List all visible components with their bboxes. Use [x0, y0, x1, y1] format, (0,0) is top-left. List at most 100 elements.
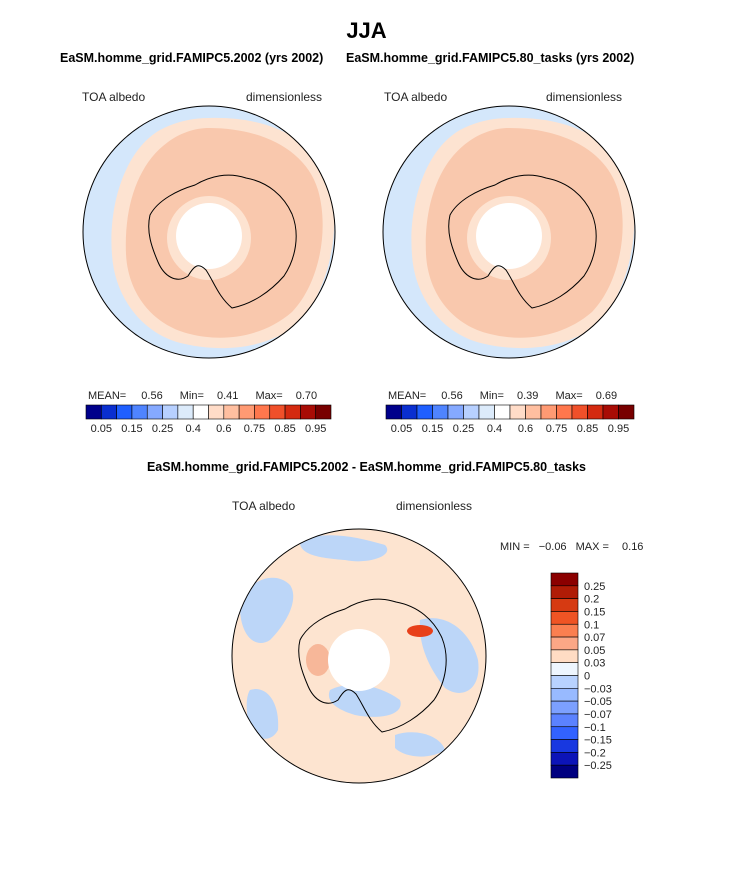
- panel-2-units: dimensionless: [546, 90, 623, 104]
- colorbar-diff-swatch: [550, 611, 579, 625]
- diff-min-label: MIN =: [500, 541, 530, 553]
- colorbar-diff-swatch: [550, 700, 579, 715]
- colorbar-diff-swatch: [550, 662, 579, 676]
- colorbar-2-swatch: [478, 404, 495, 420]
- panel-2-variable: TOA albedo: [384, 90, 448, 104]
- colorbar-2-tick-label: 0.05: [391, 423, 412, 435]
- colorbar-1-swatch: [131, 404, 148, 420]
- map-1-polar-hole: [176, 203, 242, 269]
- map-diff-peak: [407, 625, 433, 637]
- panel-1-units: dimensionless: [246, 90, 323, 104]
- panel-2-min-label: Min=: [479, 390, 504, 402]
- map-1: [82, 105, 336, 359]
- colorbar-diff-tick-label: 0.2: [584, 594, 599, 606]
- panel-1-mean-value: 0.56: [141, 390, 163, 402]
- colorbar-diff-tick-label: 0.15: [584, 606, 605, 618]
- colorbar-2-swatch: [463, 404, 480, 420]
- colorbar-2-swatch: [432, 404, 449, 420]
- diff-min-value: −0.06: [538, 541, 567, 553]
- colorbar-2-tick-label: 0.95: [608, 423, 629, 435]
- panel-1-min-value: 0.41: [216, 390, 239, 402]
- colorbar-diff-swatch: [550, 739, 579, 753]
- diff-max-value: 0.16: [622, 541, 644, 553]
- map-diff-neg-region-2: [299, 535, 388, 562]
- panel-2-max-label: Max=: [555, 390, 583, 402]
- panel-1-stats: MEAN= 0.56 Min= 0.41 Max= 0.70: [88, 390, 317, 402]
- colorbar-diff-swatch: [550, 675, 579, 689]
- map-diff: [231, 528, 487, 784]
- colorbar-diff-swatch: [550, 688, 579, 702]
- colorbar-2-swatch: [571, 404, 588, 420]
- map-2-frame: [382, 105, 636, 359]
- panel-2-max-value: 0.69: [595, 390, 618, 402]
- panel-2-stats: MEAN= 0.56 Min= 0.39 Max= 0.69: [388, 390, 617, 402]
- colorbar-2-tick-label: 0.25: [453, 423, 474, 435]
- colorbar-2-swatch: [385, 404, 402, 420]
- colorbar-diff-swatch: [550, 713, 579, 728]
- panel-1-min-label: Min=: [179, 390, 204, 402]
- map-diff-neg-region-5: [246, 689, 279, 739]
- map-1-antarctica-coast: [148, 174, 297, 309]
- colorbar-1-swatch: [101, 404, 117, 420]
- panel-1-title: EaSM.homme_grid.FAMIPC5.2002 (yrs 2002): [60, 51, 324, 65]
- diff-title: EaSM.homme_grid.FAMIPC5.2002 - EaSM.homm…: [146, 460, 587, 474]
- page-title: JJA: [346, 18, 387, 43]
- colorbar-2: 0.05 0.15 0.25 0.4 0.6 0.75 0.85 0.95: [385, 404, 635, 435]
- colorbar-2-swatch: [587, 404, 604, 420]
- colorbar-1-swatch: [208, 404, 225, 420]
- colorbar-diff-tick-label: −0.1: [584, 722, 606, 734]
- colorbar-1-tick-label: 0.25: [152, 423, 173, 435]
- colorbar-diff-swatch: [550, 598, 579, 612]
- colorbar-diff-tick-label: 0.03: [584, 658, 605, 670]
- panel-2-mean-label: MEAN=: [388, 390, 427, 402]
- colorbar-1-swatch: [254, 404, 271, 420]
- colorbar-diff-tick-label: 0.1: [584, 619, 599, 631]
- colorbar-2-tick-label: 0.15: [422, 423, 443, 435]
- map-2-polar-hole: [476, 203, 542, 269]
- map-diff-neg-region-3: [419, 618, 479, 693]
- colorbar-1-tick-label: 0.15: [121, 423, 142, 435]
- diff-max-label: MAX =: [575, 541, 609, 553]
- map-diff-pos-patch: [306, 644, 330, 676]
- colorbar-diff-tick-label: −0.07: [584, 709, 612, 721]
- colorbar-diff: 0.250.20.150.10.070.050.030−0.03−0.05−0.…: [550, 572, 612, 779]
- colorbar-1-swatch: [223, 404, 240, 420]
- panel-2-mean-value: 0.56: [441, 390, 463, 402]
- colorbar-1-tick-label: 0.6: [216, 423, 231, 435]
- colorbar-1-swatch: [116, 404, 133, 420]
- colorbar-diff-tick-label: 0.05: [584, 645, 605, 657]
- colorbar-2-tick-label: 0.75: [546, 423, 567, 435]
- colorbar-diff-tick-label: 0: [584, 671, 590, 683]
- colorbar-1-tick-label: 0.85: [274, 423, 295, 435]
- map-diff-antarctica-coast: [298, 598, 447, 733]
- diff-units: dimensionless: [396, 499, 473, 513]
- colorbar-2-swatch: [447, 404, 464, 420]
- colorbar-2-swatch: [540, 404, 557, 420]
- colorbar-1-swatch: [177, 404, 194, 420]
- colorbar-1-swatch: [284, 404, 301, 420]
- map-2: [382, 105, 636, 359]
- panel-2-title: EaSM.homme_grid.FAMIPC5.80_tasks (yrs 20…: [346, 51, 635, 65]
- colorbar-2-swatch: [494, 404, 511, 420]
- colorbar-2-swatch: [556, 404, 573, 420]
- map-2-antarctica-coast: [448, 174, 597, 309]
- panel-1-mean-label: MEAN=: [88, 390, 127, 402]
- colorbar-diff-swatch: [550, 649, 579, 663]
- colorbar-diff-swatch: [550, 752, 579, 766]
- colorbar-diff-tick-label: −0.25: [584, 760, 612, 772]
- colorbar-diff-tick-label: −0.03: [584, 683, 612, 695]
- colorbar-1-swatch: [300, 404, 316, 420]
- colorbar-2-swatch: [416, 404, 433, 420]
- colorbar-1-swatch: [315, 404, 332, 420]
- colorbar-diff-swatch: [550, 572, 579, 587]
- colorbar-1-tick-label: 0.4: [186, 423, 201, 435]
- colorbar-diff-swatch: [550, 636, 579, 651]
- colorbar-2-swatch: [602, 404, 619, 420]
- colorbar-2-tick-label: 0.4: [487, 423, 502, 435]
- colorbar-2-swatch: [401, 404, 418, 420]
- panel-1-max-value: 0.70: [295, 390, 318, 402]
- map-diff-polar-hole: [328, 629, 390, 691]
- colorbar-diff-swatch: [550, 623, 579, 638]
- colorbar-diff-tick-label: −0.15: [584, 735, 612, 747]
